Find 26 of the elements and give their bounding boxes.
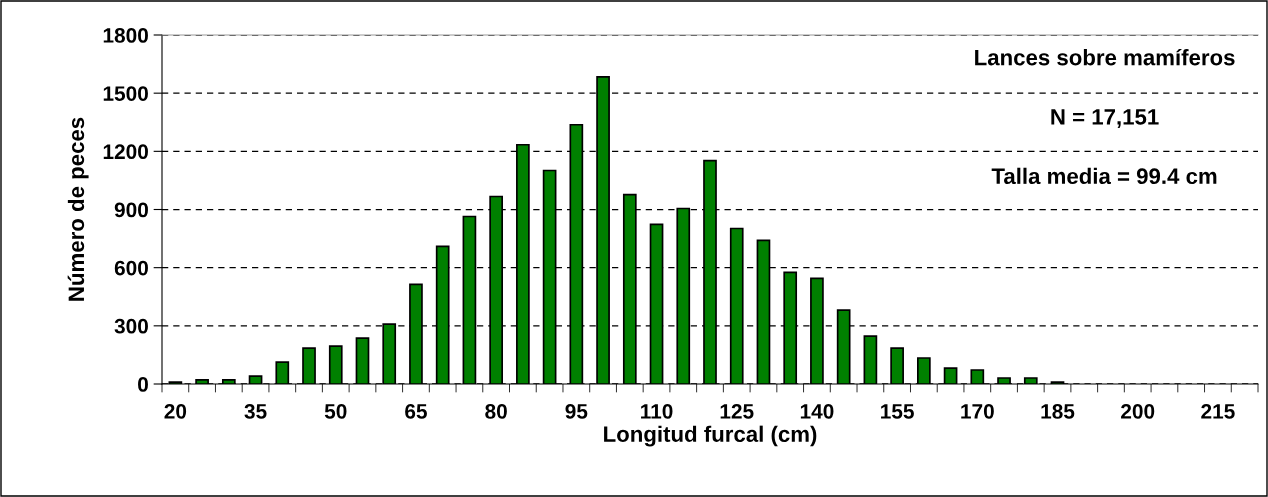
x-tick-label: 20 — [164, 403, 187, 419]
x-tick-label: 215 — [1201, 403, 1235, 419]
annotation: Talla media = 99.4 cm — [991, 167, 1217, 185]
x-axis-title: Longitud furcal (cm) — [604, 425, 817, 447]
x-tick-label: 155 — [881, 404, 914, 419]
x-tick-label: 65 — [405, 403, 427, 419]
annotation: Lances sobre mamíferos — [975, 48, 1235, 66]
x-tick-label: 35 — [244, 403, 267, 419]
y-tick-label: 1500 — [103, 86, 148, 101]
x-tick-label: 95 — [565, 403, 588, 419]
y-tick-label: 1800 — [103, 28, 148, 43]
x-tick-label: 110 — [641, 403, 673, 419]
x-tick-label: 140 — [800, 403, 834, 419]
annotation: N = 17,151 — [1051, 109, 1159, 128]
x-tick-label: 50 — [324, 403, 347, 419]
y-tick-label: 1200 — [103, 144, 148, 160]
y-tick-label: 0 — [138, 377, 148, 392]
x-tick-label: 185 — [1041, 403, 1075, 419]
y-axis-title: Número de peces — [67, 117, 89, 301]
y-tick-label: 900 — [114, 202, 148, 218]
y-tick-label: 600 — [114, 260, 148, 276]
x-tick-label: 125 — [720, 403, 754, 419]
x-tick-label: 80 — [485, 403, 507, 419]
x-tick-label: 170 — [961, 403, 994, 419]
y-tick-label: 300 — [114, 318, 148, 334]
x-tick-label: 200 — [1121, 403, 1155, 419]
